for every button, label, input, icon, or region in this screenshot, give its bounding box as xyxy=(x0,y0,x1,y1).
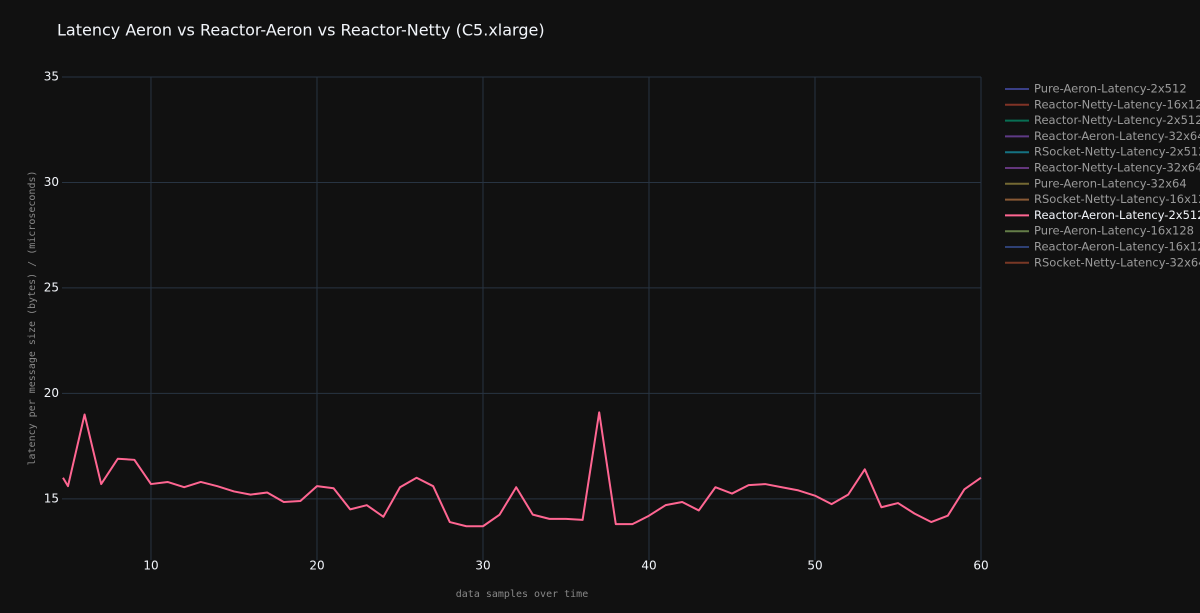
y-tick-label: 15 xyxy=(44,491,59,505)
legend-label: Reactor-Aeron-Latency-16x128 xyxy=(1034,240,1200,254)
x-tick-label: 20 xyxy=(309,559,324,573)
data-line xyxy=(62,411,982,528)
x-tick-label: 50 xyxy=(807,559,822,573)
x-tick-label: 30 xyxy=(475,559,490,573)
legend-label: Reactor-Netty-Latency-2x512 xyxy=(1034,113,1200,127)
legend-label: Reactor-Aeron-Latency-32x64 xyxy=(1034,129,1200,143)
x-tick-label: 40 xyxy=(641,559,656,573)
y-tick-label: 25 xyxy=(44,280,59,294)
legend-label: Reactor-Netty-Latency-16x128 xyxy=(1034,97,1200,111)
chart-title: Latency Aeron vs Reactor-Aeron vs Reacto… xyxy=(57,21,545,40)
y-tick-label: 35 xyxy=(44,70,59,84)
legend-label: Reactor-Netty-Latency-32x64 xyxy=(1034,161,1200,175)
x-tick-label: 10 xyxy=(143,559,158,573)
y-tick-label: 20 xyxy=(44,386,59,400)
legend-label: RSocket-Netty-Latency-16x128 xyxy=(1034,192,1200,206)
legend-label: RSocket-Netty-Latency-2x512 xyxy=(1034,145,1200,159)
legend-label: Reactor-Aeron-Latency-2x512 xyxy=(1034,208,1200,222)
y-tick-label: 30 xyxy=(44,175,59,189)
legend-label: Pure-Aeron-Latency-2x512 xyxy=(1034,82,1187,96)
legend-label: Pure-Aeron-Latency-32x64 xyxy=(1034,176,1187,190)
x-tick-label: 60 xyxy=(973,559,988,573)
x-axis-title: data samples over time xyxy=(456,589,588,600)
legend-label: Pure-Aeron-Latency-16x128 xyxy=(1034,224,1194,238)
y-axis-title: latency per message size (bytes) / (micr… xyxy=(27,170,38,465)
legend-label: RSocket-Netty-Latency-32x64 xyxy=(1034,255,1200,269)
